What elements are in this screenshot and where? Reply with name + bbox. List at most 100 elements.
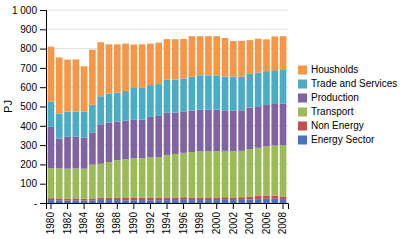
bar [97, 164, 104, 198]
tick: 1996 [178, 203, 189, 234]
bar [97, 198, 104, 200]
bar [172, 112, 179, 153]
tick-mark [40, 87, 46, 88]
bar [222, 110, 229, 151]
tick-mark [100, 203, 101, 209]
tick-mark [67, 203, 68, 209]
bar [280, 36, 287, 70]
bar [263, 71, 270, 105]
bar [189, 197, 196, 200]
legend-item: Non Energy [298, 120, 364, 131]
bar [131, 88, 138, 120]
tick-label: 400 [20, 121, 37, 132]
bar [147, 44, 154, 85]
bar [213, 110, 220, 151]
bar [247, 108, 254, 149]
legend-swatch [298, 108, 307, 117]
bar [114, 200, 121, 203]
tick-mark [40, 29, 46, 30]
bar [164, 39, 171, 80]
bar [238, 151, 245, 197]
bar [89, 50, 96, 105]
tick-mark [84, 203, 85, 209]
bar [106, 162, 113, 198]
tick-label: 1990 [128, 212, 139, 235]
bar [247, 200, 254, 203]
axis-line [47, 204, 289, 210]
tick-mark [40, 68, 46, 69]
tick: 600 [20, 82, 46, 93]
bar [155, 200, 162, 203]
bar [89, 200, 96, 203]
bar [263, 199, 270, 203]
bar [122, 121, 129, 160]
bar [255, 39, 262, 73]
bar [213, 76, 220, 110]
bars [48, 36, 287, 203]
bar [131, 120, 138, 159]
tick: 900 [20, 24, 46, 35]
tick: 300 [20, 140, 46, 151]
bar [164, 200, 171, 203]
bar [263, 146, 270, 195]
bar [255, 196, 262, 199]
bar [230, 77, 237, 111]
bar [180, 153, 187, 197]
bar [164, 155, 171, 197]
bar [172, 200, 179, 203]
bar [255, 73, 262, 107]
bar [197, 200, 204, 203]
tick-mark [233, 203, 234, 209]
tick: 2002 [228, 203, 239, 234]
bar [64, 60, 71, 112]
legend-label: Transport [311, 106, 354, 117]
tick: 1998 [194, 203, 205, 234]
axis-line [40, 11, 47, 204]
tick-label: 2000 [211, 212, 222, 235]
legend-swatch [298, 66, 307, 75]
tick-mark [40, 164, 46, 165]
legend-swatch [298, 136, 307, 145]
bar [238, 197, 245, 200]
tick-mark [40, 145, 46, 146]
tick: 1980 [45, 203, 56, 234]
bar [230, 151, 237, 197]
bar [238, 77, 245, 111]
bar [139, 198, 146, 200]
bar [255, 199, 262, 203]
x-axis: 1980198219841986198819901992199419961998… [45, 203, 288, 234]
bar [56, 139, 63, 169]
grid-line [46, 29, 288, 30]
bar [48, 168, 55, 198]
bar [247, 74, 254, 108]
bar [48, 102, 55, 127]
bar [222, 151, 229, 197]
bar [271, 145, 278, 195]
bar [172, 80, 179, 113]
y-axis: -1002003004005006007008009001 000 [12, 5, 47, 209]
tick-mark [133, 203, 134, 209]
plot: -1002003004005006007008009001 0001980198… [12, 5, 289, 235]
bar [122, 91, 129, 121]
legend-label: Energy Sector [311, 134, 375, 145]
bar [172, 39, 179, 80]
tick: 1984 [78, 203, 89, 234]
bar [89, 105, 96, 133]
bar [56, 200, 63, 203]
bar [147, 198, 154, 200]
bar [81, 199, 88, 201]
tick-label: 1988 [111, 212, 122, 235]
bar [122, 44, 129, 91]
tick-label: 1996 [178, 212, 189, 235]
bar [122, 159, 129, 198]
bar [64, 112, 71, 137]
bar [48, 198, 55, 200]
bar [180, 200, 187, 203]
tick-label: 1994 [161, 212, 172, 235]
legend-item: Transport [298, 106, 354, 117]
bar [247, 40, 254, 74]
legend-item: Energy Sector [298, 134, 375, 145]
bar [271, 36, 278, 70]
bar [280, 70, 287, 104]
bar [106, 200, 113, 203]
